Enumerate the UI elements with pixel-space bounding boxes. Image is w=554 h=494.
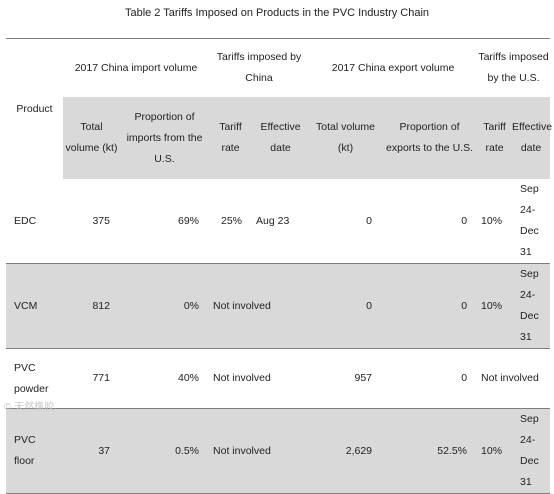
import-volume-header: 2017 China import volume	[74, 61, 198, 74]
us-tariff-rate-cell: 10%	[477, 263, 513, 349]
import-total-cell: 771	[63, 348, 120, 409]
import-proportion-cell: 0.5%	[120, 408, 210, 494]
us-effective-date-cell: Sep 24- Dec 31	[512, 408, 551, 494]
china-tariff-rate-header: Tariff rate	[209, 97, 253, 179]
export-proportion-cell: 0	[382, 348, 478, 409]
us-tariff-cell: Not involved	[477, 348, 551, 409]
product-name: EDC	[6, 179, 63, 264]
export-total-volume-header: Total volume (kt)	[309, 97, 383, 179]
product-name: VCM	[6, 263, 63, 349]
import-total-volume-header: Total volume (kt)	[63, 97, 120, 179]
product-name: PVC powder	[6, 348, 63, 409]
export-total-cell: 2,629	[309, 408, 383, 494]
china-tariff-cell: Not involved	[209, 348, 310, 409]
product-name: PVC floor	[6, 408, 63, 494]
export-volume-header: 2017 China export volume	[331, 61, 455, 74]
tariff-table: Product 2017 China import volume Tariffs…	[6, 38, 552, 494]
import-total-cell: 37	[63, 408, 120, 494]
import-total-cell: 375	[63, 179, 120, 264]
china-tariff-rate-cell: 25%	[209, 179, 253, 264]
china-tariffs-header: Tariffs imposed by China	[216, 51, 302, 84]
us-tariffs-header: Tariffs imposed by the U.S.	[478, 51, 549, 84]
export-proportion-cell: 0	[382, 263, 478, 349]
export-total-cell: 0	[309, 263, 383, 349]
export-proportion-cell: 0	[382, 179, 478, 264]
watermark: © 天然橡胶	[4, 402, 55, 413]
import-proportion-header: Proportion of imports from the U.S.	[120, 97, 210, 179]
us-effective-date-header: Effective date	[512, 97, 552, 179]
export-proportion-header: Proportion of exports to the U.S.	[382, 97, 478, 179]
table-row: PVC powder 771 40% Not involved 957 0 No…	[6, 348, 551, 409]
import-total-cell: 812	[63, 263, 120, 349]
product-header: Product	[16, 102, 53, 115]
table-row: EDC 375 69% 25% Aug 23 0 0 10% Sep 24- D…	[6, 179, 551, 264]
header-sub-row: Total volume (kt) Proportion of imports …	[6, 97, 552, 179]
export-total-cell: 957	[309, 348, 383, 409]
china-effective-date-header: Effective date	[252, 97, 310, 179]
import-proportion-cell: 0%	[120, 263, 210, 349]
import-proportion-cell: 69%	[120, 179, 210, 264]
export-proportion-cell: 52.5%	[382, 408, 478, 494]
us-effective-date-cell: Sep 24- Dec 31	[512, 263, 551, 349]
table-row: PVC floor 37 0.5% Not involved 2,629 52.…	[6, 408, 551, 494]
china-effective-date-cell: Aug 23	[252, 179, 310, 264]
us-tariff-rate-cell: 10%	[477, 179, 513, 264]
us-tariff-rate-header: Tariff rate	[477, 97, 513, 179]
table-row: VCM 812 0% Not involved 0 0 10% Sep 24- …	[6, 263, 551, 349]
us-effective-date-cell: Sep 24- Dec 31	[512, 179, 551, 264]
import-proportion-cell: 40%	[120, 348, 210, 409]
china-tariff-cell: Not involved	[209, 408, 310, 494]
table-caption: Table 2 Tariffs Imposed on Products in t…	[124, 7, 430, 19]
us-tariff-rate-cell: 10%	[477, 408, 513, 494]
header-group-row: Product 2017 China import volume Tariffs…	[6, 38, 551, 115]
china-tariff-cell: Not involved	[209, 263, 310, 349]
export-total-cell: 0	[309, 179, 383, 264]
